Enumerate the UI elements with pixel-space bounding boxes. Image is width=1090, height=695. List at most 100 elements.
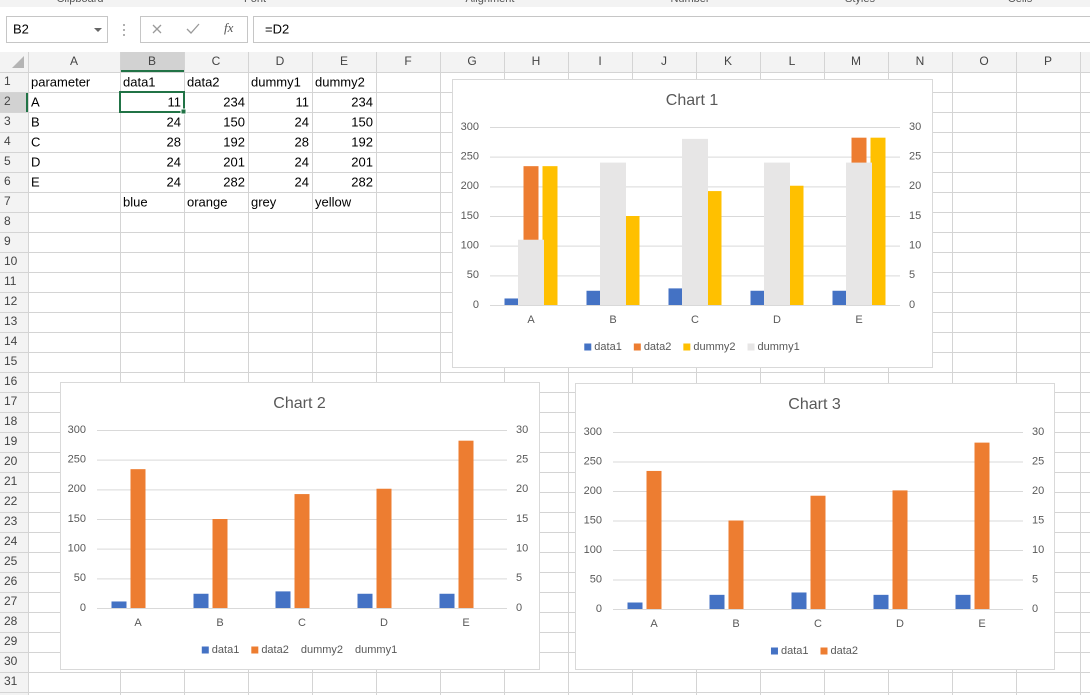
bar[interactable] xyxy=(586,290,602,305)
cell[interactable]: 24 xyxy=(167,154,181,169)
cell[interactable]: 150 xyxy=(351,114,373,129)
cell[interactable]: 234 xyxy=(223,94,245,109)
bar[interactable] xyxy=(130,469,146,608)
cell[interactable]: D xyxy=(31,154,40,169)
bar[interactable] xyxy=(600,162,626,305)
bar[interactable] xyxy=(668,288,684,305)
cell[interactable]: dummy1 xyxy=(251,74,301,89)
bar[interactable] xyxy=(275,591,291,608)
bar[interactable] xyxy=(646,470,662,609)
enter-button[interactable] xyxy=(186,23,200,34)
name-box-dropdown[interactable] xyxy=(94,28,102,32)
cell[interactable]: 11 xyxy=(168,94,182,109)
bar[interactable] xyxy=(846,162,872,305)
cell[interactable]: B xyxy=(31,114,40,129)
bar[interactable] xyxy=(682,138,708,305)
cell[interactable]: yellow xyxy=(315,194,352,209)
column-header[interactable]: J xyxy=(661,54,667,68)
row-header[interactable]: 16 xyxy=(4,374,18,388)
name-box[interactable] xyxy=(6,16,108,43)
row-header[interactable]: 11 xyxy=(4,274,17,288)
cell[interactable]: 11 xyxy=(296,94,310,109)
cell[interactable]: C xyxy=(31,134,40,149)
insert-function-button[interactable]: fx xyxy=(224,20,234,35)
row-header[interactable]: 3 xyxy=(4,114,11,128)
bar[interactable] xyxy=(832,290,848,305)
cell[interactable]: data1 xyxy=(123,74,156,89)
column-header[interactable]: O xyxy=(979,54,988,68)
row-header[interactable]: 28 xyxy=(4,614,18,628)
column-header[interactable]: A xyxy=(70,54,78,68)
column-header[interactable]: N xyxy=(916,54,925,68)
bar[interactable] xyxy=(873,594,889,609)
column-header[interactable]: B xyxy=(148,54,156,68)
cell[interactable]: 282 xyxy=(223,174,245,189)
row-header[interactable]: 23 xyxy=(4,514,18,528)
row-header[interactable]: 19 xyxy=(4,434,18,448)
column-header[interactable]: L xyxy=(789,54,796,68)
row-header[interactable]: 29 xyxy=(4,634,18,648)
column-header[interactable]: M xyxy=(851,54,861,68)
cell[interactable]: 28 xyxy=(295,134,309,149)
cell[interactable]: 201 xyxy=(351,154,373,169)
bar[interactable] xyxy=(728,520,744,610)
bar[interactable] xyxy=(709,594,725,609)
row-header[interactable]: 18 xyxy=(4,414,18,428)
row-header[interactable]: 31 xyxy=(4,674,18,688)
row-header[interactable]: 22 xyxy=(4,494,18,508)
cell[interactable]: 282 xyxy=(351,174,373,189)
row-header[interactable]: 6 xyxy=(4,174,11,188)
column-header[interactable]: P xyxy=(1044,54,1052,68)
bar[interactable] xyxy=(788,185,804,305)
row-header[interactable]: 30 xyxy=(4,654,18,668)
cell[interactable]: 24 xyxy=(167,174,181,189)
cell[interactable]: 234 xyxy=(351,94,373,109)
row-header[interactable]: 13 xyxy=(4,314,18,328)
bar[interactable] xyxy=(504,298,520,305)
row-header[interactable]: 12 xyxy=(4,294,18,308)
row-header[interactable]: 14 xyxy=(4,334,18,348)
bar[interactable] xyxy=(294,494,310,608)
bar[interactable] xyxy=(791,592,807,609)
row-header[interactable]: 1 xyxy=(4,74,11,88)
row-header[interactable]: 9 xyxy=(4,234,11,248)
cell[interactable]: 28 xyxy=(167,134,181,149)
column-header[interactable]: I xyxy=(598,54,601,68)
column-header[interactable]: F xyxy=(404,54,411,68)
cell[interactable]: 150 xyxy=(223,114,245,129)
row-header[interactable]: 24 xyxy=(4,534,18,548)
column-header[interactable]: C xyxy=(212,54,221,68)
bar[interactable] xyxy=(357,593,373,608)
bar[interactable] xyxy=(111,601,127,608)
bar[interactable] xyxy=(193,593,209,608)
bar[interactable] xyxy=(870,137,886,305)
cell[interactable]: 24 xyxy=(295,174,309,189)
cell[interactable]: parameter xyxy=(31,74,91,89)
row-header[interactable]: 17 xyxy=(4,394,18,408)
bar[interactable] xyxy=(518,239,544,305)
row-header[interactable]: 27 xyxy=(4,594,18,608)
cell[interactable]: data2 xyxy=(187,74,220,89)
cell[interactable]: 192 xyxy=(351,134,373,149)
bar[interactable] xyxy=(706,191,722,305)
cell[interactable]: 24 xyxy=(167,114,181,129)
bar[interactable] xyxy=(810,495,826,609)
cell[interactable]: orange xyxy=(187,194,227,209)
column-header[interactable]: K xyxy=(724,54,732,68)
formula-input[interactable] xyxy=(253,16,1090,43)
row-header[interactable]: 8 xyxy=(4,214,11,228)
column-header[interactable]: E xyxy=(340,54,348,68)
bar[interactable] xyxy=(212,519,228,608)
column-header[interactable]: D xyxy=(276,54,285,68)
bar[interactable] xyxy=(764,162,790,305)
row-header[interactable]: 7 xyxy=(4,194,11,208)
bar[interactable] xyxy=(892,490,908,609)
cell[interactable]: 24 xyxy=(295,154,309,169)
bar[interactable] xyxy=(974,442,990,609)
bar[interactable] xyxy=(627,602,643,609)
cell[interactable]: E xyxy=(31,174,40,189)
bar[interactable] xyxy=(750,290,766,305)
select-all-corner[interactable] xyxy=(12,56,24,68)
row-header[interactable]: 20 xyxy=(4,454,18,468)
bar[interactable] xyxy=(542,166,558,305)
